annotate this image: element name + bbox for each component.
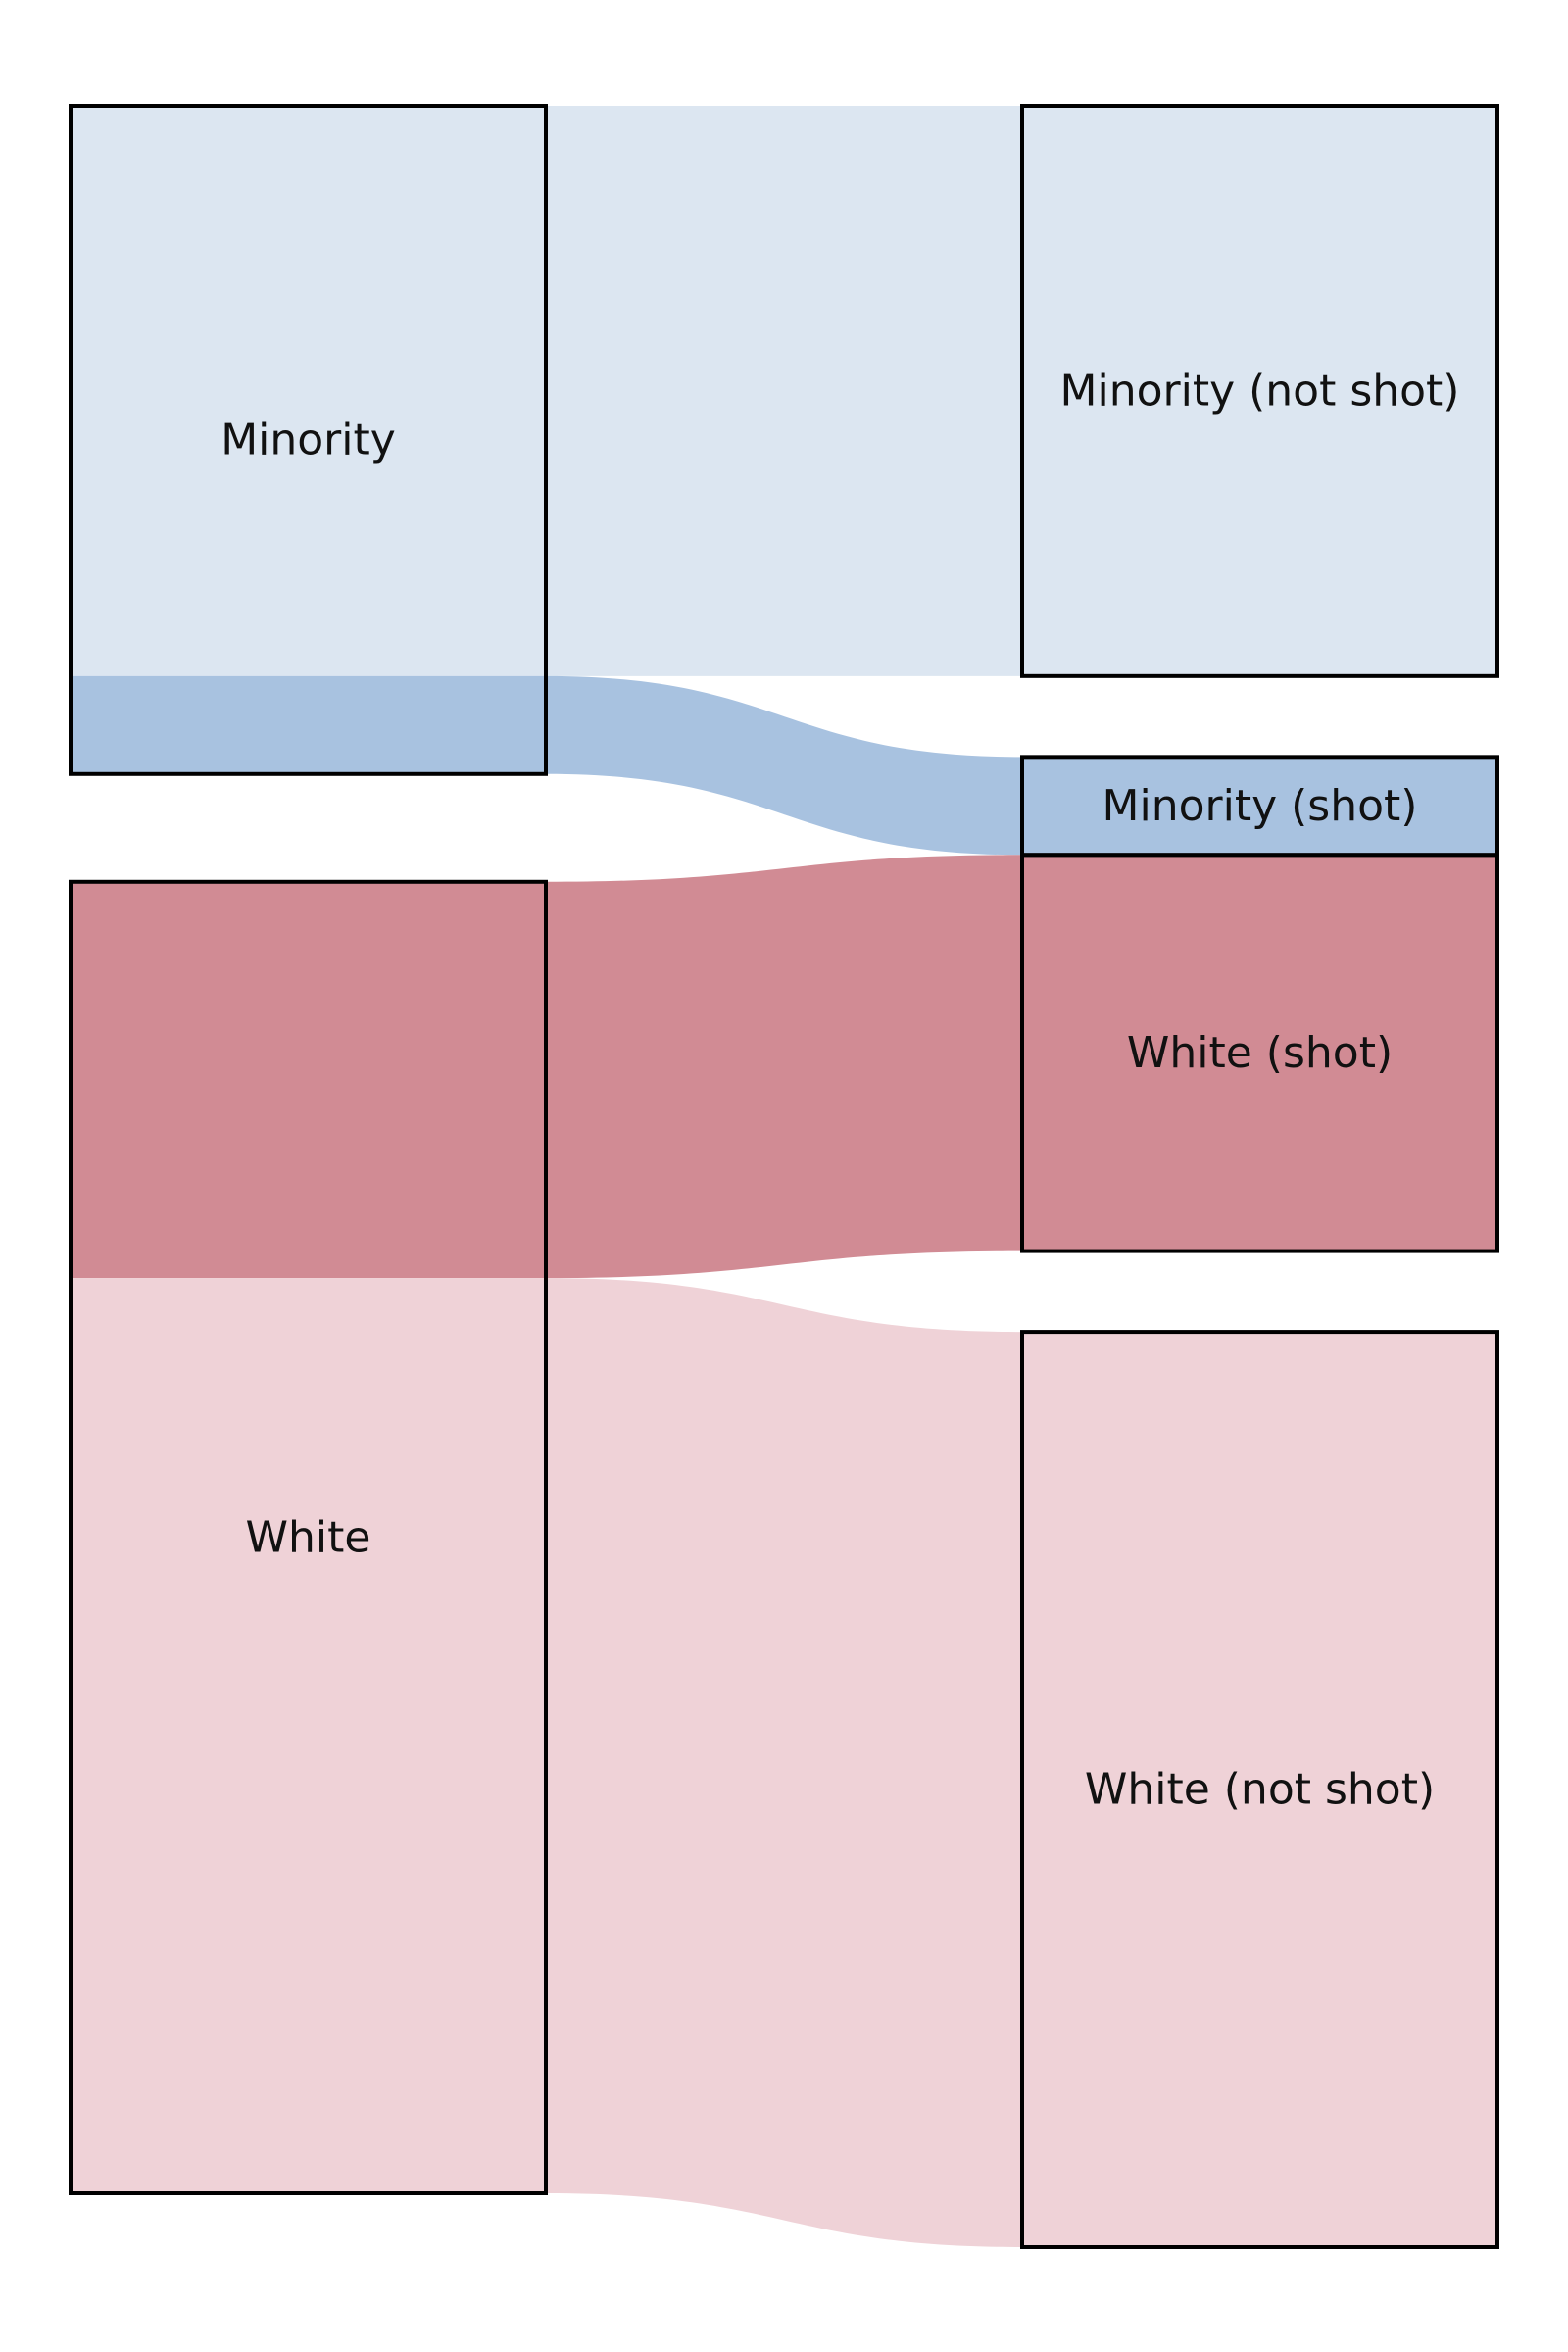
node-white <box>69 879 548 2195</box>
links-layer <box>546 106 1022 2247</box>
node-fill-minority_shot <box>1022 757 1497 856</box>
node-segment-minority-minority_not_shot <box>71 106 546 676</box>
node-label-white_shot: White (shot) <box>1127 1028 1393 1078</box>
node-label-white: White <box>246 1512 371 1562</box>
node-white_not_shot <box>1020 1330 1499 2249</box>
link-minority-to-minority_not_shot <box>546 106 1022 676</box>
node-segment-minority-minority_shot <box>71 675 546 774</box>
node-label-minority_not_shot: Minority (not shot) <box>1060 366 1460 416</box>
link-white-to-white_not_shot <box>546 1278 1022 2247</box>
node-fill-minority_not_shot <box>1022 106 1497 676</box>
node-label-minority: Minority <box>220 415 396 465</box>
node-segment-white-white_not_shot <box>71 1278 546 2193</box>
node-label-white_not_shot: White (not shot) <box>1085 1765 1435 1815</box>
node-white_shot <box>1020 853 1499 1253</box>
node-segment-white-white_shot <box>71 881 546 1279</box>
link-white-to-white_shot <box>546 855 1022 1279</box>
link-minority-to-minority_shot <box>546 675 1022 856</box>
node-minority_not_shot <box>1020 104 1499 678</box>
node-fill-white_not_shot <box>1022 1332 1497 2247</box>
node-fill-white_shot <box>1022 855 1497 1251</box>
node-label-minority_shot: Minority (shot) <box>1102 781 1418 831</box>
node-minority <box>69 104 548 776</box>
nodes-layer: Minority White Minority (not shot) Minority… <box>69 104 1499 2249</box>
